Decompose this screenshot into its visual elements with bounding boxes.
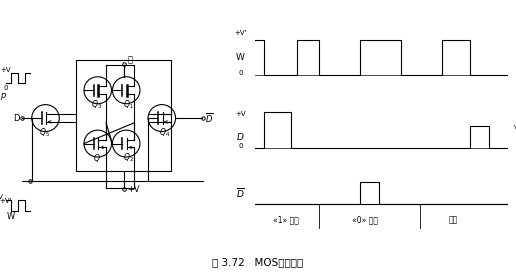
Text: $Q_1$: $Q_1$: [123, 98, 134, 111]
Text: «1» 写入: «1» 写入: [273, 215, 299, 224]
Text: -V: -V: [0, 194, 4, 200]
Text: $\overline{D}$: $\overline{D}$: [236, 186, 245, 200]
Text: W: W: [6, 212, 14, 221]
Bar: [76, 60, 171, 171]
Text: p: p: [1, 91, 6, 100]
Text: +V: +V: [235, 111, 246, 117]
Text: «0» 写入: «0» 写入: [352, 215, 378, 224]
Text: 0: 0: [4, 85, 8, 91]
Text: +V: +V: [1, 67, 11, 73]
Text: D: D: [237, 133, 244, 142]
Text: V': V': [514, 125, 516, 131]
Text: $Q_4$: $Q_4$: [158, 126, 170, 138]
Text: W: W: [236, 53, 245, 62]
Text: 图 3.72   MOS存储单元: 图 3.72 MOS存储单元: [213, 257, 303, 268]
Text: $Q_3$: $Q_3$: [91, 98, 102, 111]
Text: 地: 地: [127, 55, 133, 64]
Text: $Q$: $Q$: [93, 152, 101, 164]
Text: D: D: [13, 114, 20, 123]
Text: $Q_2$: $Q_2$: [123, 152, 134, 164]
Text: $Q_5$: $Q_5$: [39, 126, 50, 138]
Text: 0: 0: [238, 70, 243, 76]
Text: $\overline{D}$: $\overline{D}$: [204, 111, 213, 125]
Text: +V': +V': [0, 198, 12, 204]
Text: +V': +V': [234, 30, 247, 36]
Text: 读出: 读出: [449, 215, 458, 224]
Text: 0: 0: [238, 143, 243, 149]
Text: +V: +V: [127, 185, 140, 194]
